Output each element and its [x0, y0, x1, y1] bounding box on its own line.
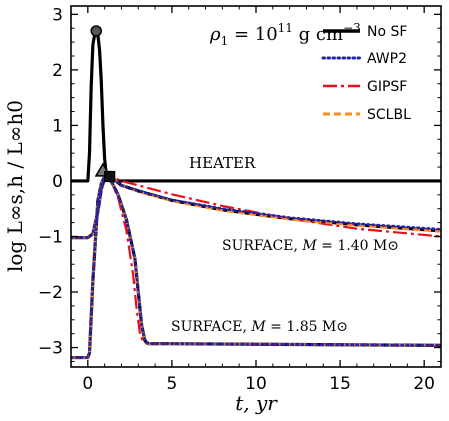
legend-label-gipsf: GIPSF	[367, 79, 407, 95]
legend-label-awp2: AWP2	[367, 51, 407, 67]
plot-area	[71, 25, 441, 360]
marker-square	[104, 170, 116, 183]
surface-185-label: SURFACE, M = 1.85 M⊙	[171, 319, 348, 335]
x-tick-label: 0	[82, 374, 93, 394]
y-tick-label: 3	[52, 5, 63, 25]
series-line-awp2-surface-185	[71, 175, 441, 359]
axis-ticks: 0 5 10 15 20 −3 −2 −1 0 1 2 3	[38, 5, 442, 394]
y-tick-label: −1	[38, 227, 63, 247]
y-tick-label: 1	[52, 116, 63, 136]
density-annotation: ρ1 = 1011 g cm−3	[209, 21, 361, 48]
heater-label: HEATER	[189, 154, 256, 172]
y-tick-label: −3	[38, 339, 63, 359]
marker-circle	[90, 25, 102, 37]
y-tick-label: 0	[52, 172, 63, 192]
x-tick-label: 5	[166, 374, 177, 394]
y-axis-title: log L∞s,h / L∞h0	[3, 100, 27, 272]
x-axis-title: t, yr	[235, 391, 278, 415]
series-line-awp2-surface-140	[71, 175, 441, 239]
legend-label-sclbl: SCLBL	[367, 107, 411, 123]
x-tick-label: 20	[413, 374, 435, 394]
x-tick-label: 15	[329, 374, 351, 394]
legend: No SF AWP2 GIPSF SCLBL	[321, 24, 411, 123]
y-tick-label: 2	[52, 61, 63, 81]
plot-frame	[70, 5, 442, 368]
x-tick-label: 10	[245, 374, 267, 394]
legend-label-no-sf: No SF	[367, 24, 407, 40]
y-tick-label: −2	[38, 283, 63, 303]
surface-140-label: SURFACE, M = 1.40 M⊙	[222, 238, 399, 254]
